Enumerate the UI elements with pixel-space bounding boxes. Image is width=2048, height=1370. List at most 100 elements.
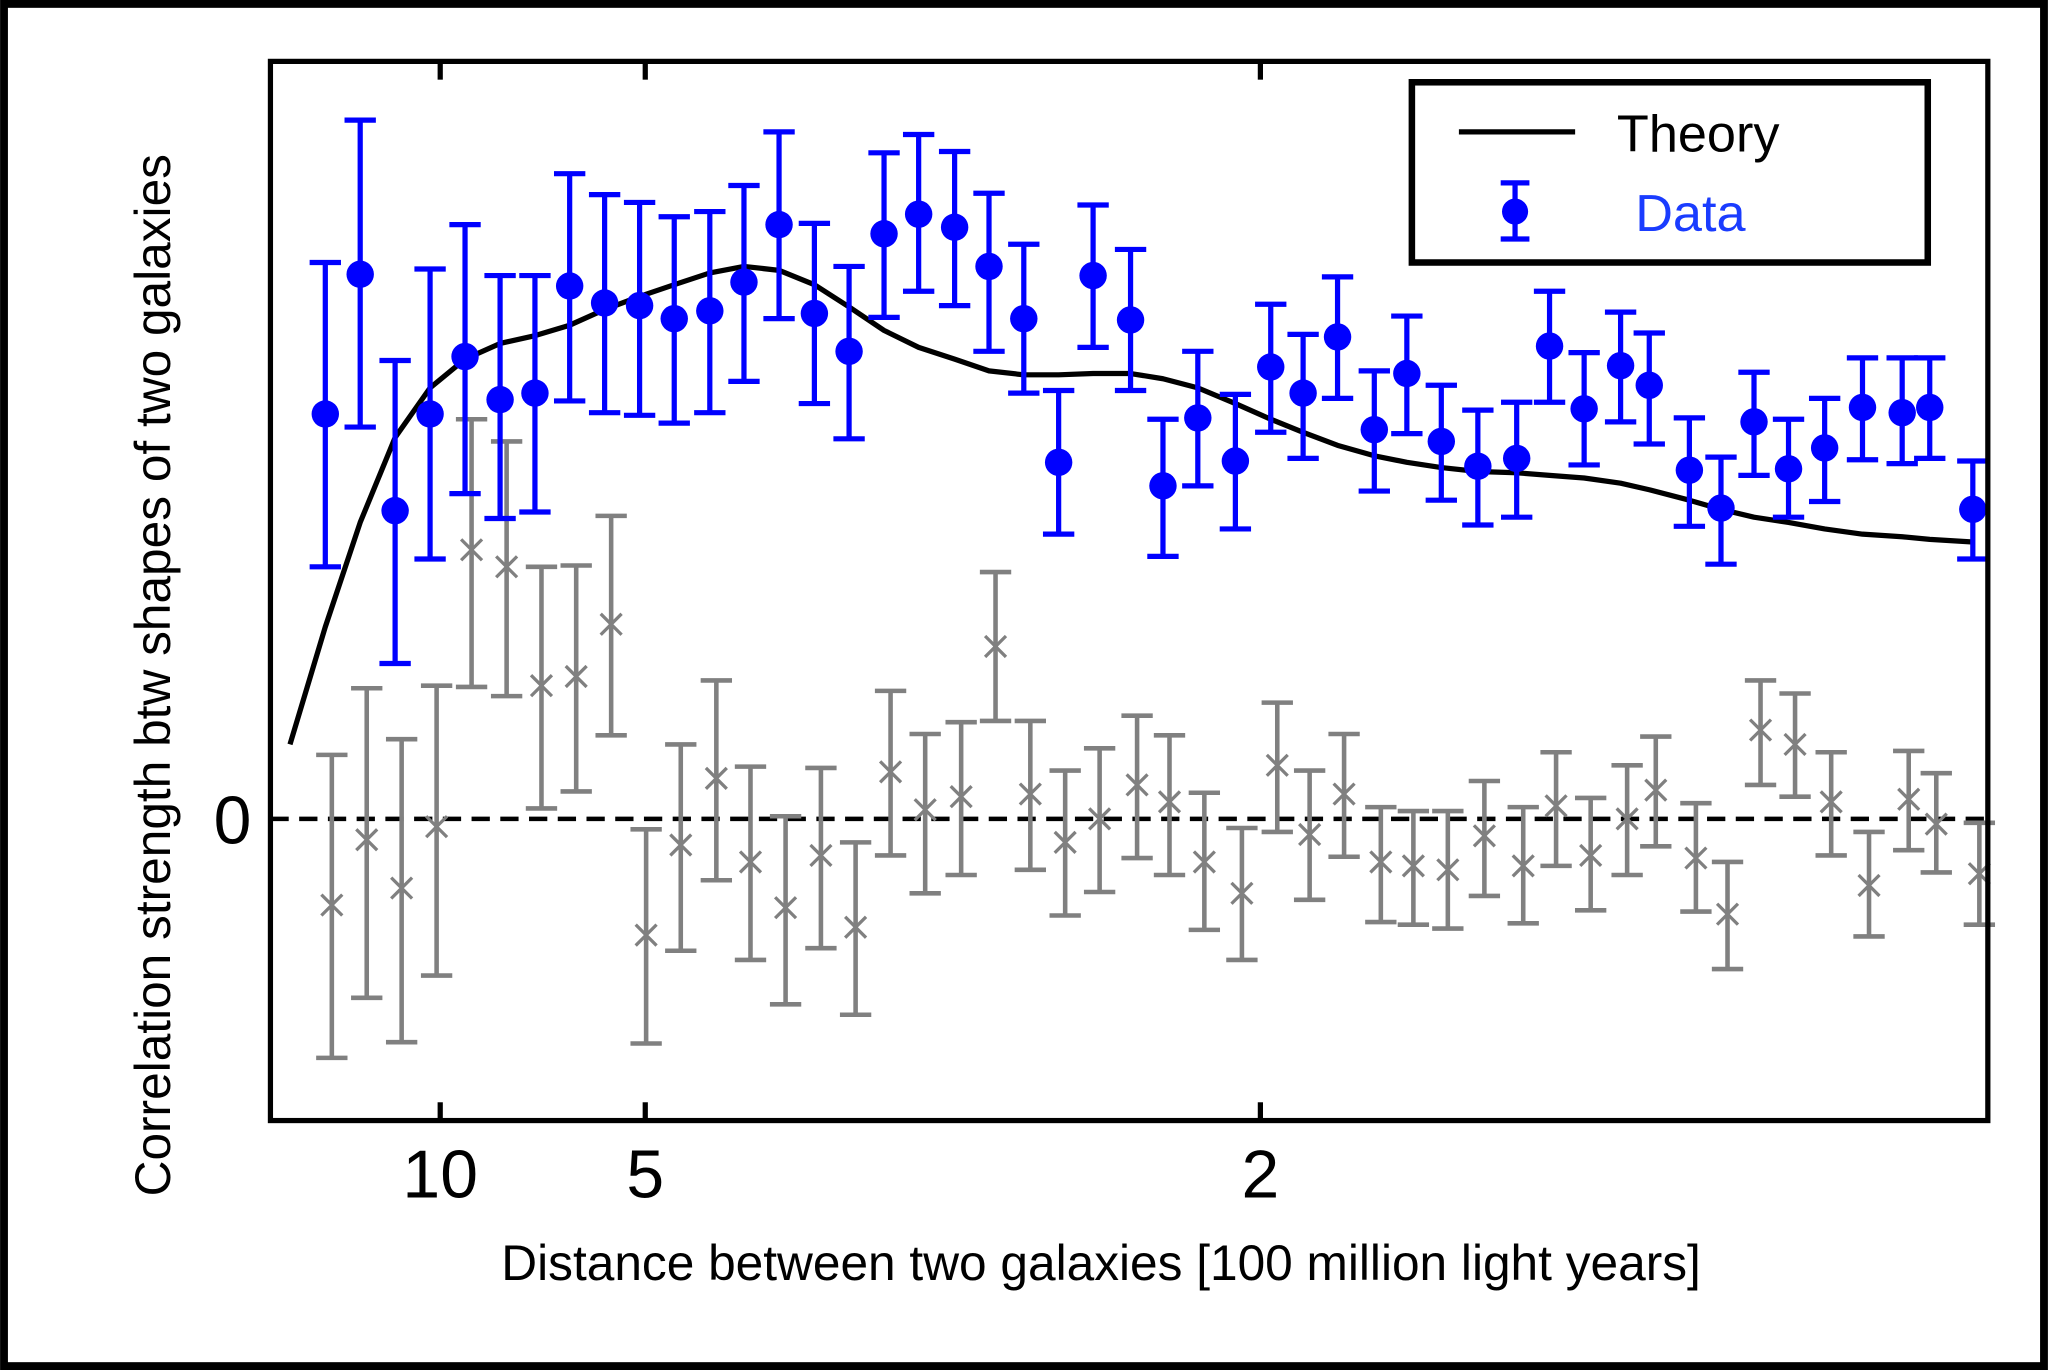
data-point: [484, 272, 516, 522]
null-test-point: [874, 688, 907, 858]
null-test-point: [839, 840, 872, 1018]
data-circle-marker: [1675, 456, 1704, 484]
data-circle-marker: [1464, 452, 1492, 480]
null-test-x-marker: [564, 664, 588, 689]
null-test-x-marker: [1472, 824, 1496, 848]
data-circle-marker: [625, 291, 654, 320]
x-tick-label: 10: [402, 1138, 478, 1213]
data-circle-marker: [1959, 495, 1987, 524]
axis-ticks: 10 5 2 0: [214, 61, 1279, 1213]
null-test-point: [420, 683, 453, 978]
null-test-x-marker: [738, 850, 763, 874]
null-test-point: [1853, 829, 1885, 939]
null-test-point: [1014, 718, 1047, 873]
null-test-point: [1083, 746, 1116, 895]
null-test-point: [560, 563, 592, 794]
data-circle-marker: [416, 400, 444, 428]
plot-marks: [270, 117, 1996, 1061]
data-circle-marker: [1257, 353, 1285, 381]
data-point: [1391, 313, 1423, 437]
data-circle-marker: [765, 210, 793, 239]
data-point: [1533, 288, 1566, 405]
data-circle-marker: [1393, 359, 1421, 388]
data-circle-marker: [1360, 415, 1389, 444]
data-circle-marker: [311, 400, 340, 428]
data-circle-marker: [1079, 261, 1107, 290]
data-circle-marker: [1707, 494, 1735, 522]
data-circle-marker: [1635, 371, 1663, 399]
data-point: [414, 266, 446, 562]
data-circle-marker: [1427, 427, 1456, 456]
data-circle-marker: [1888, 398, 1916, 427]
data-circle-marker: [1606, 351, 1635, 380]
null-test-point: [1226, 825, 1258, 963]
null-test-x-marker: [1332, 782, 1356, 806]
null-test-point: [1261, 700, 1293, 835]
null-test-x-marker: [459, 538, 484, 562]
null-test-x-marker: [844, 915, 868, 939]
null-test-x-marker: [390, 876, 414, 900]
data-point: [1287, 331, 1319, 462]
data-circle-marker: [730, 268, 758, 296]
null-test-x-marker: [1088, 807, 1112, 831]
null-test-point: [525, 564, 558, 811]
data-circle-marker: [1116, 306, 1145, 334]
null-test-x-marker: [878, 760, 903, 784]
data-point: [1705, 454, 1737, 567]
data-point: [1957, 458, 1989, 562]
data-circle-marker: [1044, 448, 1073, 477]
data-point: [1846, 355, 1879, 463]
null-test-x-marker: [425, 815, 449, 839]
null-test-point: [1611, 763, 1643, 878]
null-test-x-marker: [1579, 843, 1603, 868]
data-point: [309, 259, 341, 570]
data-circle-marker: [1184, 404, 1212, 432]
data-circle-marker: [1848, 393, 1877, 422]
data-point: [658, 214, 690, 426]
null-test-x-marker: [983, 634, 1008, 659]
data-point: [1358, 368, 1390, 494]
data-point: [1321, 274, 1354, 401]
null-test-point: [769, 813, 802, 1007]
null-test-x-marker: [1018, 782, 1042, 806]
data-circle-marker: [940, 213, 969, 241]
x-tick-label: 5: [626, 1138, 664, 1213]
plot-area-frame: [267, 58, 1991, 1124]
x-tick-label: 2: [1241, 1138, 1279, 1213]
null-test-x-marker: [1053, 830, 1077, 854]
null-test-x-marker: [1684, 846, 1708, 870]
data-point: [1042, 387, 1075, 537]
null-test-x-marker: [495, 555, 519, 579]
data-point: [1114, 246, 1147, 394]
null-test-x-marker: [355, 828, 379, 852]
null-test-point: [595, 513, 627, 738]
data-circle-marker: [1535, 332, 1564, 360]
data-point: [833, 263, 865, 442]
data-circle-marker: [1149, 472, 1177, 500]
data-point: [763, 129, 795, 322]
null-test-x-marker: [1192, 850, 1216, 874]
data-circle-marker: [1323, 323, 1352, 351]
null-test-x-marker: [773, 896, 798, 920]
null-test-x-marker: [1369, 850, 1393, 874]
null-test-x-marker: [634, 923, 658, 947]
data-circle-marker: [590, 289, 619, 317]
data-point: [1147, 416, 1179, 559]
legend-data-label: Data: [1635, 185, 1746, 243]
null-test-point: [385, 736, 418, 1045]
null-test-x-marker: [1230, 881, 1254, 905]
data-point: [1008, 241, 1040, 396]
data-point: [973, 190, 1005, 354]
data-circle-marker: [1289, 379, 1317, 407]
null-test-x-marker: [949, 785, 973, 809]
data-circle-marker: [1774, 455, 1803, 483]
data-point: [1673, 415, 1706, 529]
y-axis-label: Correlation strength btw shapes of two g…: [125, 154, 181, 1196]
data-circle-marker: [800, 299, 829, 328]
null-test-point: [1507, 804, 1539, 926]
data-point: [449, 222, 481, 497]
null-test-x-marker: [669, 833, 693, 857]
null-test-point: [1815, 749, 1847, 858]
null-test-point: [945, 719, 977, 878]
y-tick-label: 0: [214, 784, 252, 859]
